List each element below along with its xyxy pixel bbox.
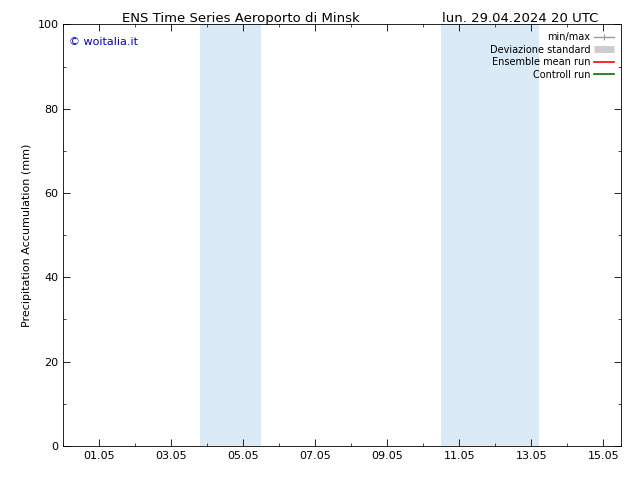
Text: © woitalia.it: © woitalia.it: [69, 37, 138, 47]
Text: lun. 29.04.2024 20 UTC: lun. 29.04.2024 20 UTC: [442, 12, 598, 25]
Bar: [477, 24, 538, 446]
Legend: min/max, Deviazione standard, Ensemble mean run, Controll run: min/max, Deviazione standard, Ensemble m…: [487, 29, 616, 82]
Bar: [441, 24, 477, 446]
Text: ENS Time Series Aeroporto di Minsk: ENS Time Series Aeroporto di Minsk: [122, 12, 360, 25]
Bar: [200, 24, 225, 446]
Y-axis label: Precipitation Accumulation (mm): Precipitation Accumulation (mm): [22, 144, 32, 327]
Bar: [225, 24, 261, 446]
